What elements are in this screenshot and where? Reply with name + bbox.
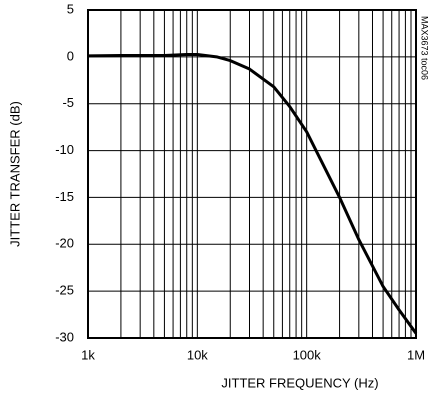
y-tick-label: -20 [55, 236, 74, 251]
x-axis-label: JITTER FREQUENCY (Hz) [221, 375, 378, 390]
y-tick-label: -25 [55, 283, 74, 298]
y-tick-label: -10 [55, 142, 74, 157]
y-axis-label: JITTER TRANSFER (dB) [7, 101, 22, 247]
x-tick-label: 1k [81, 347, 95, 362]
x-tick-label: 1M [407, 347, 425, 362]
y-tick-label: 5 [67, 1, 74, 16]
annotation: MAX3673 toc06 [420, 16, 430, 80]
plot-frame [87, 9, 417, 339]
x-tick-label: 100k [293, 347, 322, 362]
y-tick-label: 0 [67, 48, 74, 63]
x-tick-label: 10k [187, 347, 208, 362]
y-tick-label: -5 [62, 95, 74, 110]
y-tick-label: -15 [55, 189, 74, 204]
y-tick-label: -30 [55, 329, 74, 344]
data-line [87, 53, 418, 335]
